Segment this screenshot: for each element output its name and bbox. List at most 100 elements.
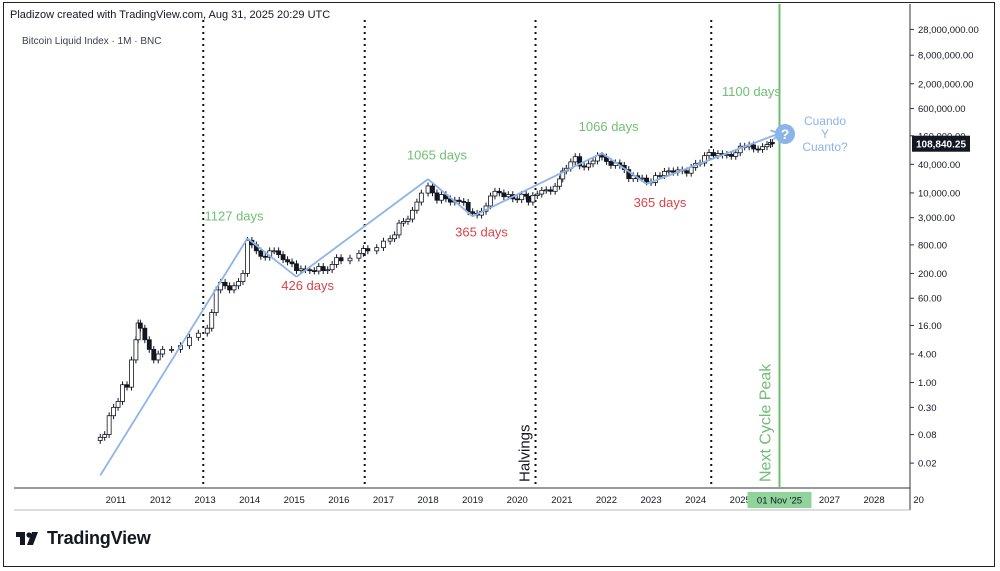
x-tick-label: 2023 <box>640 495 661 506</box>
cycle-line <box>295 178 429 278</box>
current-price-badge <box>912 135 970 152</box>
cycle-line <box>427 178 474 218</box>
cycle-line <box>472 152 603 218</box>
candle-body <box>548 189 554 192</box>
candle-body <box>657 175 663 178</box>
next-peak-label: Next Cycle Peak <box>757 363 774 482</box>
candle-body <box>414 201 420 211</box>
candle-body <box>142 327 148 341</box>
y-tick-label: 0.30 <box>918 403 937 414</box>
y-tick-label: 2,000,000.00 <box>918 79 973 90</box>
candle-body <box>760 146 765 150</box>
candle-body <box>329 264 335 271</box>
candle-body <box>231 285 237 291</box>
y-tick-label: 800.00 <box>918 240 947 251</box>
symbol-label[interactable]: Bitcoin Liquid Index · 1M · BNC <box>22 36 162 47</box>
candle-body <box>236 281 241 287</box>
candle-body <box>586 163 591 168</box>
candle-body <box>470 211 476 214</box>
tradingview-logo-icon <box>16 531 38 545</box>
tradingview-logo[interactable]: TradingView <box>16 528 151 549</box>
candle-body <box>755 148 761 151</box>
candle-body <box>360 248 366 254</box>
candle-body <box>626 169 632 180</box>
candle-body <box>311 270 317 272</box>
y-tick-label: 28,000,000.00 <box>918 25 979 36</box>
candle-body <box>496 190 502 194</box>
candle-body <box>365 248 371 252</box>
y-tick-label: 40,000.00 <box>918 160 960 171</box>
x-tick-label: 2027 <box>819 495 840 506</box>
candle-body <box>316 266 322 272</box>
candle-body <box>262 255 268 258</box>
next-peak-date-badge <box>747 492 812 508</box>
x-tick-label: 2014 <box>239 495 260 506</box>
candle-body <box>289 261 295 265</box>
cycle-annotation: 1127 days <box>205 209 265 224</box>
cycle-annotation: 365 days <box>634 195 687 210</box>
candle-body <box>630 175 636 180</box>
candle-body <box>430 185 435 194</box>
candle-body <box>505 194 511 198</box>
candle-body <box>338 257 344 262</box>
candle-body <box>307 269 313 272</box>
candle-body <box>387 238 393 242</box>
candle-body <box>120 384 125 402</box>
candle-body <box>577 156 583 167</box>
candle-body <box>209 312 215 329</box>
chart-frame <box>3 2 995 567</box>
y-tick-label: 4.00 <box>918 350 937 361</box>
candle-body <box>439 194 444 201</box>
candle-body <box>280 254 286 261</box>
question-text-line: Y <box>821 127 829 141</box>
candle-body <box>706 152 712 157</box>
cycle-annotation: 365 days <box>455 225 508 240</box>
x-tick-label: 2018 <box>417 495 438 506</box>
candle-body <box>684 170 690 174</box>
question-text-line: Cuando <box>804 114 846 128</box>
candle-body <box>666 170 672 173</box>
x-tick-label: 2020 <box>507 495 528 506</box>
candle-body <box>581 165 587 168</box>
candle-body <box>160 349 166 355</box>
candle-body <box>374 247 380 252</box>
candle-body <box>560 170 566 180</box>
cycle-line <box>99 237 249 476</box>
candle-body <box>670 170 676 173</box>
candle-body <box>425 185 431 194</box>
x-tick-label: 2016 <box>328 495 349 506</box>
x-tick-label: 2015 <box>284 495 305 506</box>
y-tick-label: 1.00 <box>918 378 937 389</box>
candle-body <box>381 240 386 249</box>
candle-body <box>271 250 277 253</box>
y-tick-label: 3,000.00 <box>918 213 955 224</box>
candle-body <box>769 142 775 145</box>
next-peak-date-label: 01 Nov '25 <box>757 496 802 507</box>
candle-body <box>137 322 143 329</box>
y-tick-label: 16.00 <box>918 321 942 332</box>
candle-body <box>124 384 130 388</box>
y-tick-label: 600,000.00 <box>918 104 966 115</box>
candle-body <box>111 406 117 417</box>
candle-body <box>298 268 304 271</box>
candle-body <box>396 222 402 236</box>
candle-body <box>106 415 112 435</box>
x-tick-label: 2019 <box>462 495 483 506</box>
x-tick-label: 2017 <box>373 495 394 506</box>
candle-body <box>590 160 596 165</box>
candle-body <box>608 161 614 166</box>
candle-body <box>213 289 219 313</box>
halvings-label: Halvings <box>517 424 534 482</box>
x-tick-label: 2028 <box>863 495 884 506</box>
candle-body <box>285 259 290 263</box>
candle-body <box>501 192 507 198</box>
candle-body <box>334 257 340 265</box>
candle-body <box>195 332 201 338</box>
candle-body <box>276 250 282 255</box>
candle-body <box>115 401 121 408</box>
candle-body <box>764 144 770 148</box>
candle-body <box>530 195 536 203</box>
candle-body <box>294 263 299 271</box>
candle-body <box>711 152 716 157</box>
